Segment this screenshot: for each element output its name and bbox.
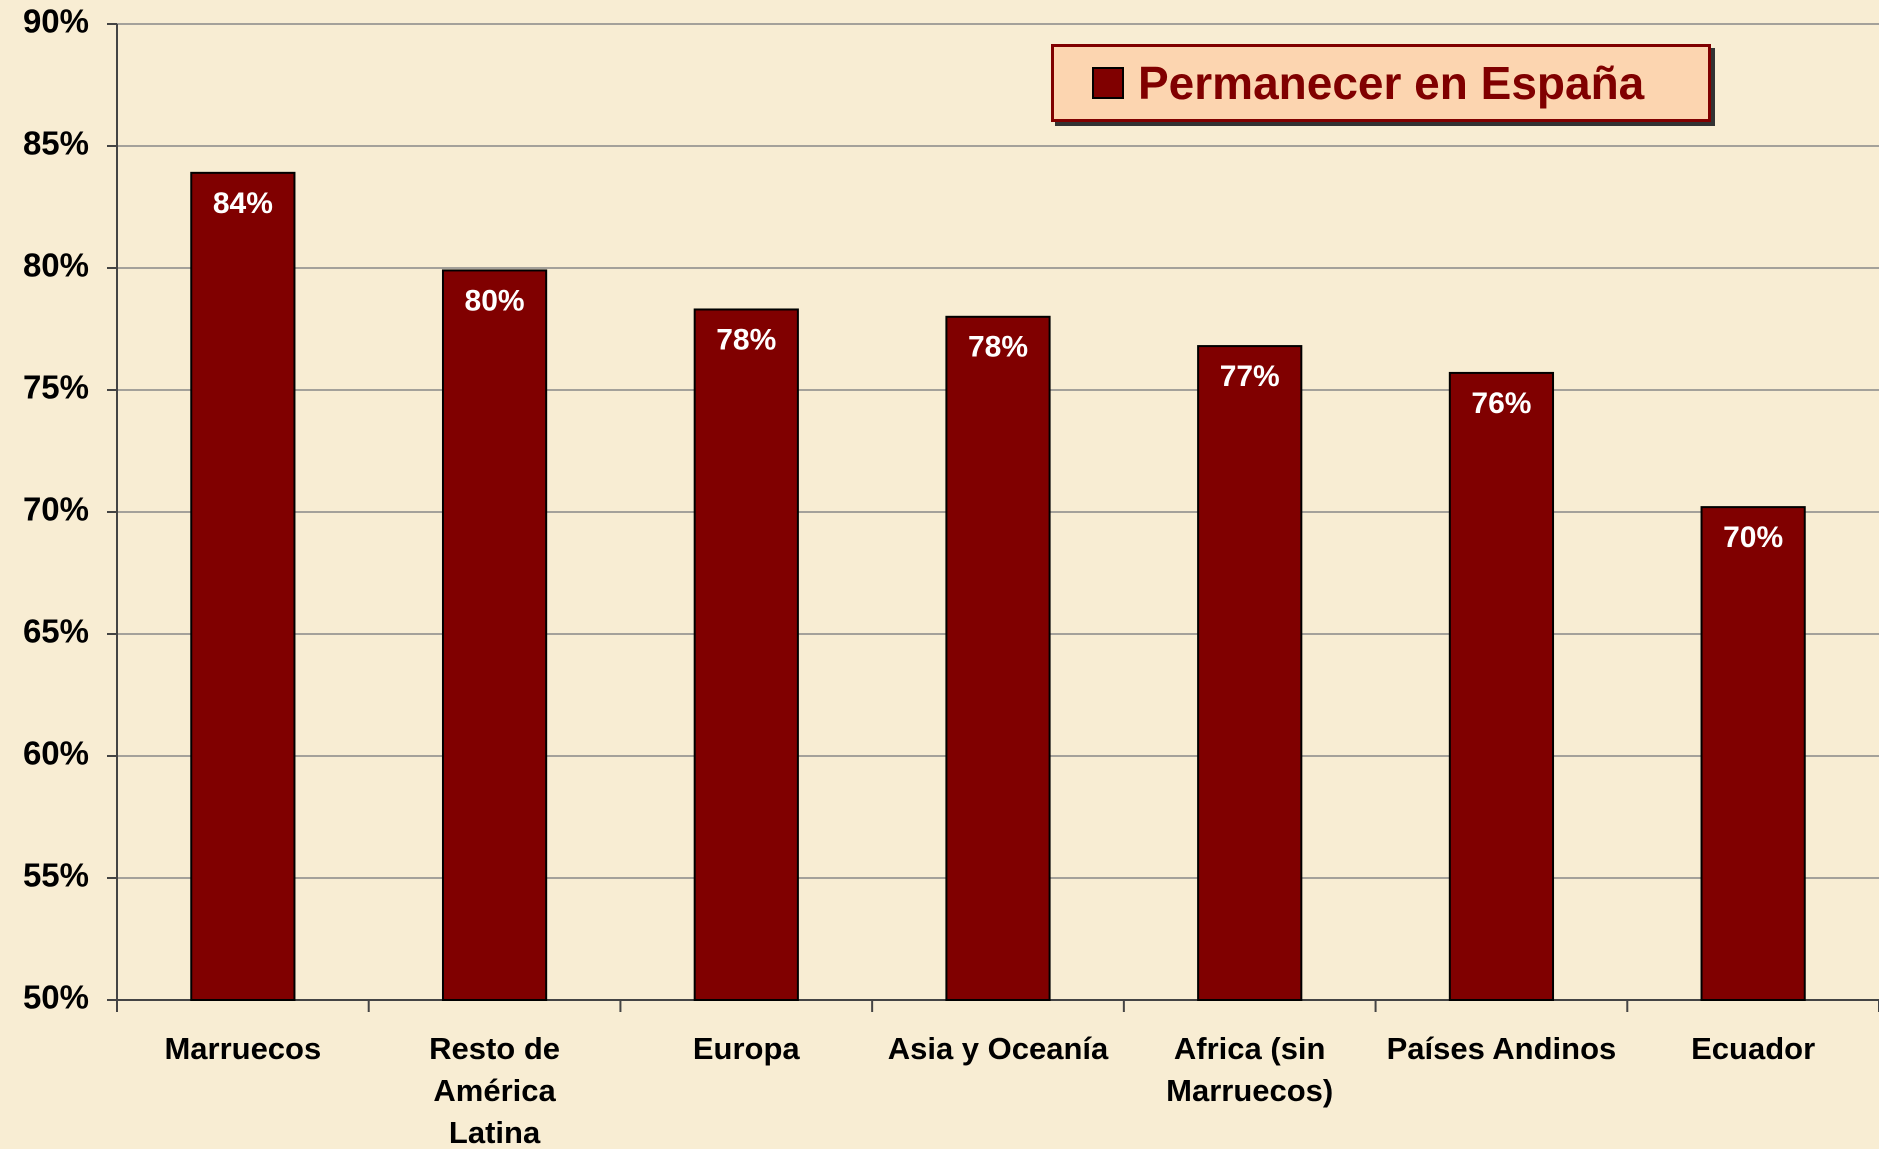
legend-label: Permanecer en España [1138, 57, 1645, 109]
y-tick-label: 50% [23, 979, 89, 1016]
bar [441, 269, 548, 1001]
bar [693, 308, 799, 1002]
legend-swatch [1092, 67, 1124, 99]
data-label: 80% [465, 284, 525, 317]
y-tick-label: 75% [23, 369, 89, 406]
x-tick-label: Asia y Oceanía [887, 1031, 1109, 1066]
y-tick-label: 65% [23, 613, 89, 650]
y-tick-label: 70% [23, 491, 89, 528]
x-tick-label: Europa [692, 1031, 800, 1066]
x-tick-label: Resto de América Latina [429, 1031, 561, 1149]
y-tick-label: 55% [23, 857, 89, 894]
x-tick-label: Países Andinos [1386, 1031, 1617, 1066]
bar [190, 171, 296, 1001]
y-tick-label: 85% [23, 125, 89, 162]
bar [1448, 371, 1555, 1002]
x-tick-label: Ecuador [1691, 1031, 1816, 1066]
data-label: 70% [1723, 521, 1783, 554]
y-tick-label: 80% [23, 247, 89, 284]
data-label: 84% [213, 187, 273, 220]
data-label: 77% [1220, 360, 1280, 393]
bar [1197, 345, 1303, 1001]
y-tick-label: 90% [23, 3, 89, 40]
data-label: 78% [968, 331, 1028, 364]
x-tick-label: Marruecos [164, 1031, 322, 1066]
data-label: 78% [716, 323, 776, 356]
y-tick-label: 60% [23, 735, 89, 772]
bar [945, 315, 1051, 1001]
bar [1700, 506, 1806, 1001]
x-tick-label: Africa (sin Marruecos) [1166, 1031, 1334, 1108]
legend: Permanecer en España [1051, 44, 1711, 122]
data-label: 76% [1471, 387, 1531, 420]
